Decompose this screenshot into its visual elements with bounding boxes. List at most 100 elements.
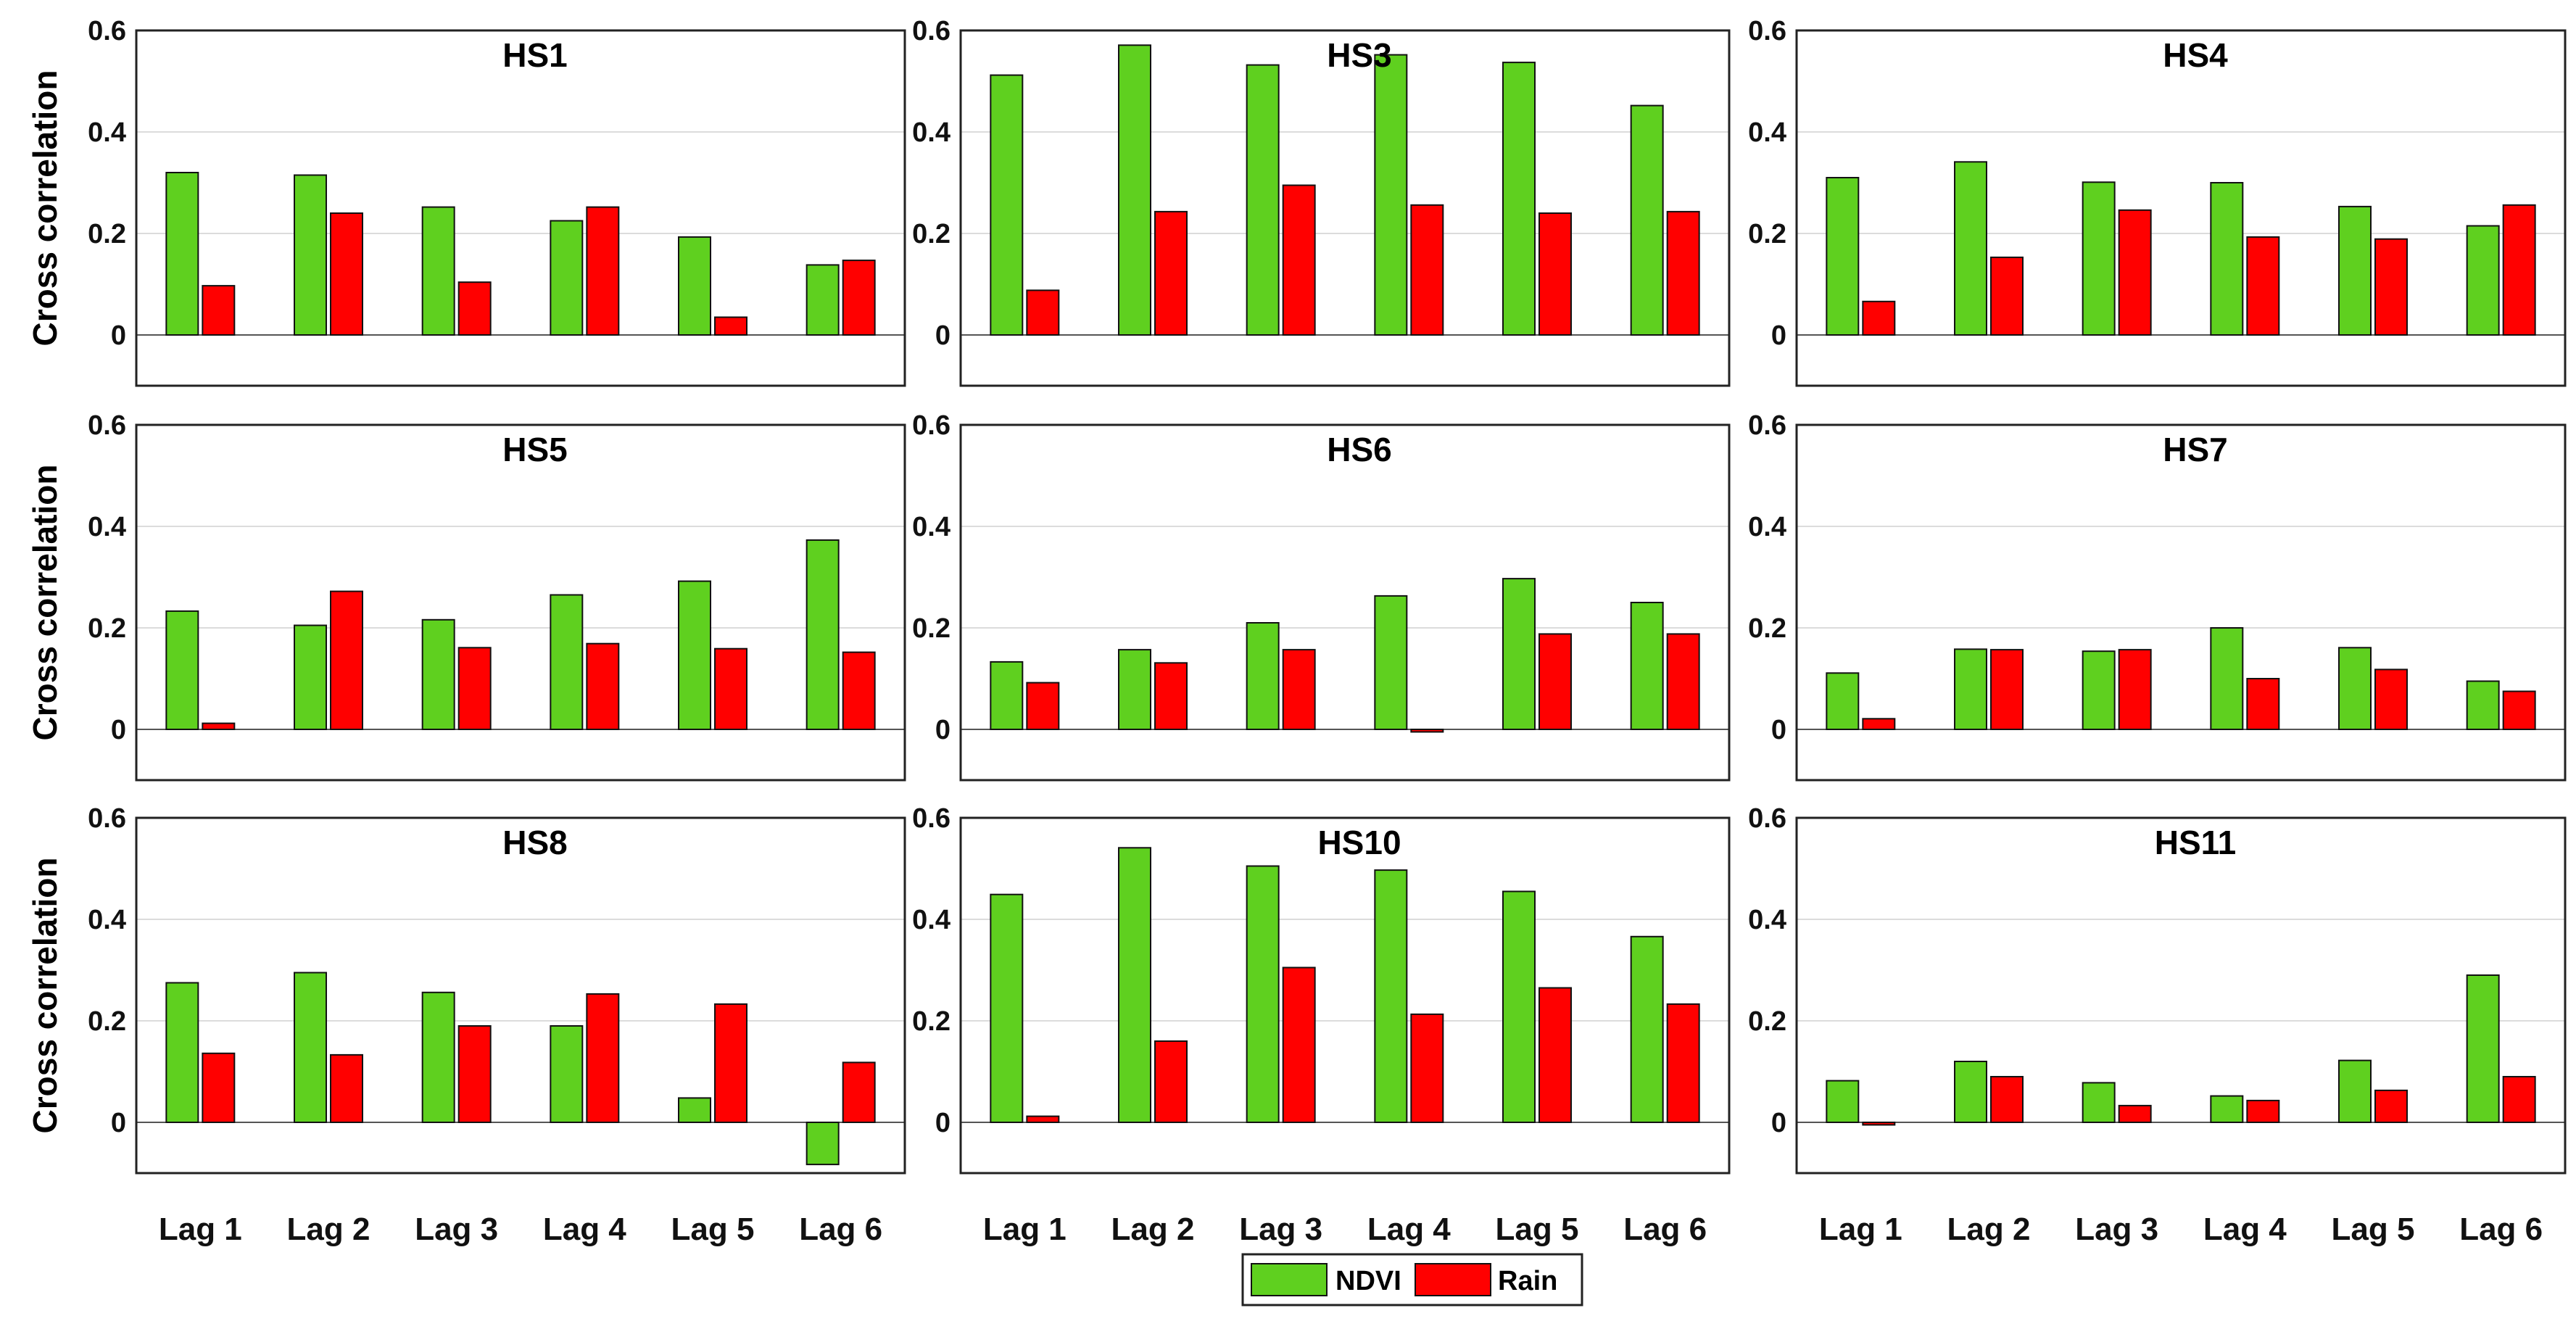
bar-rain-lag3 <box>1282 966 1316 1123</box>
y-tick-label: 0 <box>935 1108 951 1138</box>
x-tick-label: Lag 5 <box>2332 1212 2415 1247</box>
bar-ndvi-lag3 <box>1246 865 1280 1123</box>
panel-hs1: 0 0.2 0.4 0.6 HS1 Cross correlation <box>26 16 906 387</box>
bar-ndvi-lag5 <box>2338 647 2372 730</box>
x-tick-label: Lag 6 <box>2459 1212 2543 1247</box>
x-tick-label: Lag 2 <box>1111 1212 1195 1247</box>
y-tick-label: 0 <box>935 715 951 745</box>
plot-area <box>1797 818 2565 1173</box>
x-tick-label: Lag 2 <box>287 1212 370 1247</box>
bar-ndvi-lag1 <box>165 172 199 336</box>
plot-area <box>1797 30 2565 386</box>
axes-frame <box>1795 29 2567 387</box>
bar-rain-lag1 <box>1862 1122 1896 1126</box>
bar-ndvi-lag1 <box>165 610 199 731</box>
bar-ndvi-lag6 <box>2466 974 2500 1123</box>
bar-ndvi-lag4 <box>2210 627 2244 730</box>
y-tick-label: 0 <box>935 320 951 351</box>
x-tick-label: Lag 1 <box>983 1212 1067 1247</box>
bar-rain-lag2 <box>1990 649 2024 730</box>
panel-title: HS4 <box>2163 36 2228 74</box>
bar-rain-lag1 <box>202 722 236 730</box>
legend-label-ndvi: NDVI <box>1335 1266 1401 1296</box>
panel-hs8: 0 0.2 0.4 0.6 HS8 Lag 1 Lag 2 Lag 3 Lag 4 Lag 5 La… <box>26 803 906 1247</box>
bar-rain-lag3 <box>457 1025 492 1123</box>
bar-rain-lag5 <box>2374 668 2408 731</box>
y-tick-label: 0 <box>111 320 126 351</box>
bar-ndvi-lag2 <box>1118 649 1151 730</box>
bar-ndvi-lag1 <box>165 982 199 1123</box>
y-tick-label: 0.4 <box>912 117 951 148</box>
bar-ndvi-lag2 <box>294 972 327 1123</box>
bar-rain-lag1 <box>1862 718 1896 730</box>
y-tick-label: 0 <box>111 1108 126 1138</box>
bar-ndvi-lag1 <box>1826 1080 1860 1123</box>
bar-ndvi-lag1 <box>1826 177 1860 336</box>
bar-ndvi-lag2 <box>294 174 327 336</box>
y-tick-label: 0.2 <box>88 219 126 249</box>
bar-ndvi-lag1 <box>1826 672 1860 730</box>
bar-rain-lag2 <box>330 212 363 336</box>
y-tick-label: 0.6 <box>1748 803 1786 834</box>
bar-rain-lag2 <box>330 590 363 730</box>
y-tick-label: 0.6 <box>912 803 951 834</box>
bar-ndvi-lag4 <box>550 594 584 730</box>
bar-ndvi-lag4 <box>550 1025 584 1123</box>
bar-rain-lag6 <box>1666 633 1700 731</box>
y-tick-label: 0.4 <box>88 905 126 935</box>
bar-rain-lag5 <box>1538 633 1572 731</box>
panel-hs6: 0 0.2 0.4 0.6 HS6 <box>912 410 1731 782</box>
bar-rain-lag4 <box>1410 204 1444 336</box>
bar-ndvi-lag2 <box>1954 161 1987 336</box>
axes-frame <box>959 423 1731 782</box>
bar-rain-lag5 <box>714 647 747 731</box>
bar-ndvi-lag5 <box>678 1097 711 1124</box>
y-tick-label: 0.2 <box>912 613 951 644</box>
bar-rain-lag5 <box>714 1003 747 1124</box>
y-tick-label: 0.4 <box>912 905 951 935</box>
y-tick-label: 0.2 <box>912 1006 951 1037</box>
bar-rain-lag6 <box>842 651 876 730</box>
y-tick-label: 0.2 <box>1748 613 1786 644</box>
bar-ndvi-lag5 <box>678 580 711 730</box>
y-tick-label: 0.2 <box>88 613 126 644</box>
bar-rain-lag1 <box>202 285 236 336</box>
bar-rain-lag1 <box>1862 300 1896 336</box>
y-tick-label: 0 <box>111 715 126 745</box>
bar-ndvi-lag4 <box>2210 182 2244 336</box>
bar-rain-lag6 <box>842 260 876 336</box>
bar-rain-lag6 <box>2502 1076 2536 1123</box>
x-tick-label: Lag 5 <box>671 1212 755 1247</box>
bar-rain-lag5 <box>714 316 747 336</box>
bar-rain-lag1 <box>202 1052 236 1124</box>
bar-rain-lag1 <box>1026 1115 1060 1123</box>
axes-frame <box>1795 816 2567 1175</box>
panel-hs7: 0 0.2 0.4 0.6 HS7 <box>1748 410 2567 782</box>
axes-frame <box>135 816 906 1175</box>
bar-ndvi-lag4 <box>1374 595 1408 731</box>
bar-ndvi-lag6 <box>1630 935 1664 1124</box>
panel-title: HS5 <box>502 431 567 468</box>
legend-label-rain: Rain <box>1498 1266 1557 1296</box>
panel-title: HS7 <box>2163 431 2227 468</box>
y-tick-label: 0.2 <box>912 219 951 249</box>
bar-ndvi-lag5 <box>678 236 711 336</box>
bar-rain-lag5 <box>2374 238 2408 336</box>
bar-ndvi-lag5 <box>2338 205 2372 336</box>
bar-rain-lag3 <box>2118 1104 2152 1124</box>
y-tick-label: 0 <box>1771 320 1786 351</box>
bar-rain-lag6 <box>842 1061 876 1124</box>
x-tick-label: Lag 4 <box>1367 1212 1451 1247</box>
bar-ndvi-lag2 <box>1118 847 1151 1124</box>
bar-rain-lag5 <box>1538 212 1572 336</box>
bar-ndvi-lag3 <box>2082 650 2116 731</box>
x-tick-label: Lag 6 <box>1623 1212 1707 1247</box>
bar-rain-lag6 <box>2502 690 2536 730</box>
y-tick-label: 0 <box>1771 1108 1786 1138</box>
bar-rain-lag6 <box>1666 210 1700 336</box>
plot-area <box>1797 425 2565 780</box>
panel-hs5: 0 0.2 0.4 0.6 HS5 Cross correlation <box>26 410 906 782</box>
bar-ndvi-lag5 <box>2338 1059 2372 1123</box>
bar-ndvi-lag5 <box>1502 890 1536 1123</box>
panel-hs3: 0 0.2 0.4 0.6 HS3 <box>912 16 1731 387</box>
